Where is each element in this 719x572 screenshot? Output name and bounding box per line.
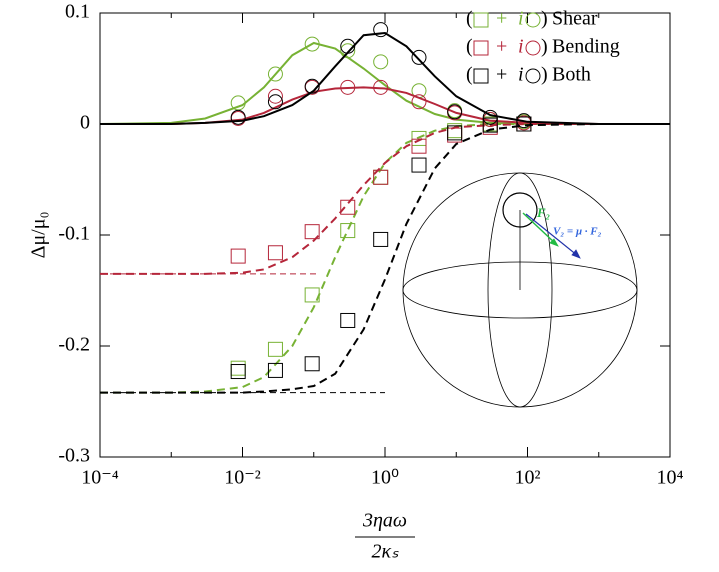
real-marker <box>304 224 320 240</box>
legend-plus: + <box>496 8 507 30</box>
legend-square <box>473 68 489 84</box>
x-axis-label-denominator: 2κₛ <box>371 541 399 563</box>
legend-paren: ) <box>541 8 548 30</box>
legend-paren: ) <box>541 36 548 58</box>
imag-marker <box>304 36 320 52</box>
legend-paren: ( <box>466 36 473 58</box>
real-marker <box>304 287 320 303</box>
legend-imag: i <box>518 36 524 58</box>
real-marker <box>411 157 427 173</box>
real-marker <box>340 223 356 239</box>
real-marker <box>230 364 246 380</box>
real-marker <box>411 130 427 146</box>
imag-marker <box>267 88 283 104</box>
real-marker <box>267 362 283 378</box>
real-marker <box>482 117 498 133</box>
imag-marker <box>340 79 356 95</box>
legend-label: Bending <box>552 36 620 58</box>
legend-paren: ( <box>466 8 473 30</box>
real-marker <box>411 138 427 154</box>
legend-square <box>473 12 489 28</box>
imag-marker <box>230 95 246 111</box>
y-tick-label: -0.1 <box>58 223 90 245</box>
real-marker <box>373 231 389 247</box>
velocity-arrowhead <box>571 249 581 259</box>
legend-paren: ( <box>466 64 473 86</box>
x-tick-label: 10⁻² <box>224 467 261 489</box>
real-marker <box>304 356 320 372</box>
force-arrowhead <box>549 238 559 247</box>
y-tick-label: -0.2 <box>58 334 90 356</box>
legend-circle <box>525 40 541 56</box>
velocity-arrow <box>525 213 579 257</box>
imag-marker <box>304 78 320 94</box>
imag-marker <box>447 104 463 120</box>
real-marker <box>373 169 389 185</box>
imag-marker <box>340 43 356 59</box>
real-marker <box>267 341 283 357</box>
legend-plus: + <box>496 36 507 58</box>
real-marker <box>230 360 246 376</box>
x-tick-label: 10² <box>515 467 541 489</box>
imag-marker <box>267 66 283 82</box>
imag-marker <box>373 54 389 70</box>
y-tick-label: 0.1 <box>65 1 90 23</box>
fit-imag-curve <box>99 41 670 125</box>
force-label: F₂ <box>536 205 550 220</box>
legend-circle <box>525 68 541 84</box>
force-arrow <box>522 212 557 245</box>
real-marker <box>340 199 356 215</box>
legend-imag: i <box>518 8 524 30</box>
imag-marker <box>482 109 498 125</box>
velocity-label: V₂ = μ · F₂ <box>553 226 602 238</box>
real-marker <box>340 312 356 328</box>
imag-marker <box>267 94 283 110</box>
real-marker <box>447 125 463 141</box>
x-axis-label-numerator: 3ηaω <box>362 510 407 532</box>
x-tick-label: 10⁰ <box>371 467 399 489</box>
x-tick-label: 10⁴ <box>657 467 684 489</box>
imag-marker <box>516 113 532 129</box>
legend-square <box>473 40 489 56</box>
real-marker <box>230 248 246 264</box>
imag-marker <box>373 22 389 38</box>
fit-real-curve <box>100 123 670 275</box>
real-marker <box>267 245 283 261</box>
fit-real-curve <box>100 123 670 394</box>
imag-marker <box>230 109 246 125</box>
imag-marker <box>411 49 427 65</box>
legend-label: Both <box>552 64 591 86</box>
legend-circle <box>525 12 541 28</box>
fit-real-curve <box>100 123 670 394</box>
sphere-inset <box>402 172 638 408</box>
y-axis-label: Δμ/μ₀ <box>28 212 50 259</box>
x-tick-label: 10⁻⁴ <box>81 467 119 489</box>
imag-marker <box>411 94 427 110</box>
legend-plus: + <box>496 64 507 86</box>
imag-marker <box>373 79 389 95</box>
y-tick-label: 0 <box>80 112 90 134</box>
legend-paren: ) <box>541 64 548 86</box>
legend-label: Shear <box>552 8 598 30</box>
legend-imag: i <box>518 64 524 86</box>
meridian <box>487 172 553 408</box>
fit-imag-curve <box>100 31 670 125</box>
y-tick-label: -0.3 <box>58 445 90 467</box>
imag-marker <box>340 38 356 54</box>
real-marker <box>516 116 532 132</box>
